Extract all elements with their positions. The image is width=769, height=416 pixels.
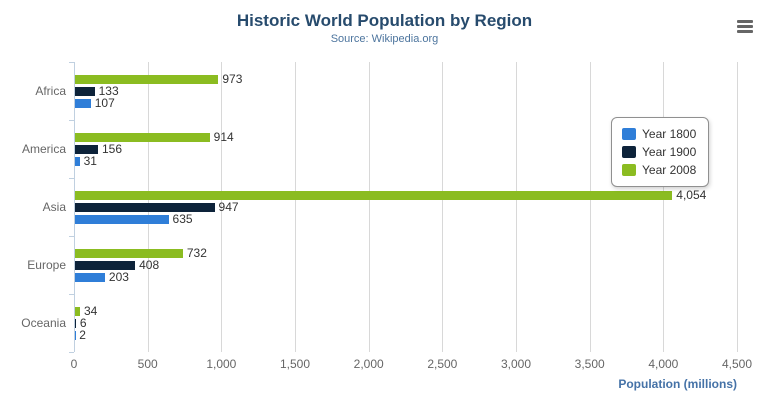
data-label: 408 xyxy=(139,257,160,272)
hamburger-icon xyxy=(737,24,753,28)
bar-america-year-1900[interactable] xyxy=(75,144,98,154)
legend-label: Year 2008 xyxy=(642,163,697,177)
hamburger-icon xyxy=(737,19,753,23)
category-axis-tick xyxy=(69,178,74,179)
x-axis-tick-label: 2,500 xyxy=(427,357,458,371)
hamburger-icon xyxy=(737,29,753,33)
category-axis-tick xyxy=(69,120,74,121)
x-axis-tick-label: 0 xyxy=(70,357,78,371)
gridline xyxy=(442,62,444,352)
x-axis-tick-label: 3,500 xyxy=(574,357,605,371)
gridline xyxy=(368,62,370,352)
data-label: 31 xyxy=(83,153,97,168)
category-axis-tick xyxy=(69,236,74,237)
bar-europe-year-1800[interactable] xyxy=(75,272,105,282)
gridline xyxy=(737,62,738,352)
gridline xyxy=(663,62,665,352)
legend: Year 1800 Year 1900 Year 2008 xyxy=(611,117,710,187)
legend-swatch-icon xyxy=(622,128,636,140)
data-label: 947 xyxy=(218,199,239,214)
data-label: 4,054 xyxy=(676,187,707,202)
plot-area: 973 133 107 914 156 31 4,054 947 635 732 408 203 34 6… xyxy=(69,62,738,353)
x-axis-tick-label: 4,000 xyxy=(648,357,679,371)
bar-america-year-2008[interactable] xyxy=(75,132,210,142)
bar-europe-year-2008[interactable] xyxy=(75,248,183,258)
category-label-america: America xyxy=(21,142,66,156)
category-label-asia: Asia xyxy=(42,200,66,214)
gridline xyxy=(221,62,223,352)
data-label: 914 xyxy=(213,129,234,144)
y-axis-line xyxy=(74,62,75,352)
bar-oceania-year-2008[interactable] xyxy=(75,306,80,316)
legend-item-year-2008[interactable]: Year 2008 xyxy=(622,161,696,179)
legend-label: Year 1800 xyxy=(642,127,697,141)
x-axis-tick-label: 4,500 xyxy=(721,357,753,371)
bar-asia-year-2008[interactable] xyxy=(75,190,673,200)
data-label: 732 xyxy=(186,245,207,260)
data-label: 973 xyxy=(222,71,243,86)
bar-asia-year-1900[interactable] xyxy=(75,202,215,212)
bar-asia-year-1800[interactable] xyxy=(75,214,169,224)
export-menu-button[interactable] xyxy=(734,16,756,36)
legend-item-year-1800[interactable]: Year 1800 xyxy=(622,125,696,143)
data-label: 2 xyxy=(79,327,86,342)
legend-label: Year 1900 xyxy=(642,145,697,159)
data-label: 6 xyxy=(79,315,87,330)
category-axis-tick xyxy=(69,294,74,295)
x-axis-tick-label: 2,000 xyxy=(353,357,384,371)
bar-africa-year-2008[interactable] xyxy=(75,74,219,84)
bar-oceania-year-1900[interactable] xyxy=(75,318,76,328)
bar-africa-year-1900[interactable] xyxy=(75,86,95,96)
x-axis-tick-label: 1,000 xyxy=(206,357,237,371)
x-axis-tick-label: 3,000 xyxy=(500,357,532,371)
data-label: 203 xyxy=(108,269,129,284)
x-axis-tick-label: 500 xyxy=(137,357,158,371)
category-label-africa: Africa xyxy=(35,84,66,98)
x-axis-title: Population (millions) xyxy=(618,377,737,391)
gridline xyxy=(589,62,591,352)
category-label-europe: Europe xyxy=(27,258,66,272)
data-label: 34 xyxy=(84,303,98,318)
bar-europe-year-1900[interactable] xyxy=(75,260,136,270)
gridline xyxy=(516,62,517,352)
category-label-oceania: Oceania xyxy=(21,316,66,330)
legend-item-year-1900[interactable]: Year 1900 xyxy=(622,143,696,161)
x-axis-tick-label: 1,500 xyxy=(279,357,311,371)
data-label: 107 xyxy=(94,95,115,110)
legend-swatch-icon xyxy=(622,164,636,176)
data-label: 635 xyxy=(172,211,193,226)
category-axis-tick xyxy=(69,352,74,353)
data-label: 156 xyxy=(101,141,122,156)
legend-swatch-icon xyxy=(622,146,636,158)
data-label: 133 xyxy=(98,83,119,98)
category-axis-tick xyxy=(69,62,74,63)
chart-title: Historic World Population by Region xyxy=(236,11,533,30)
bar-america-year-1800[interactable] xyxy=(75,156,80,166)
chart-subtitle: Source: Wikipedia.org xyxy=(330,33,439,45)
gridline xyxy=(295,62,296,352)
bar-africa-year-1800[interactable] xyxy=(75,98,91,108)
